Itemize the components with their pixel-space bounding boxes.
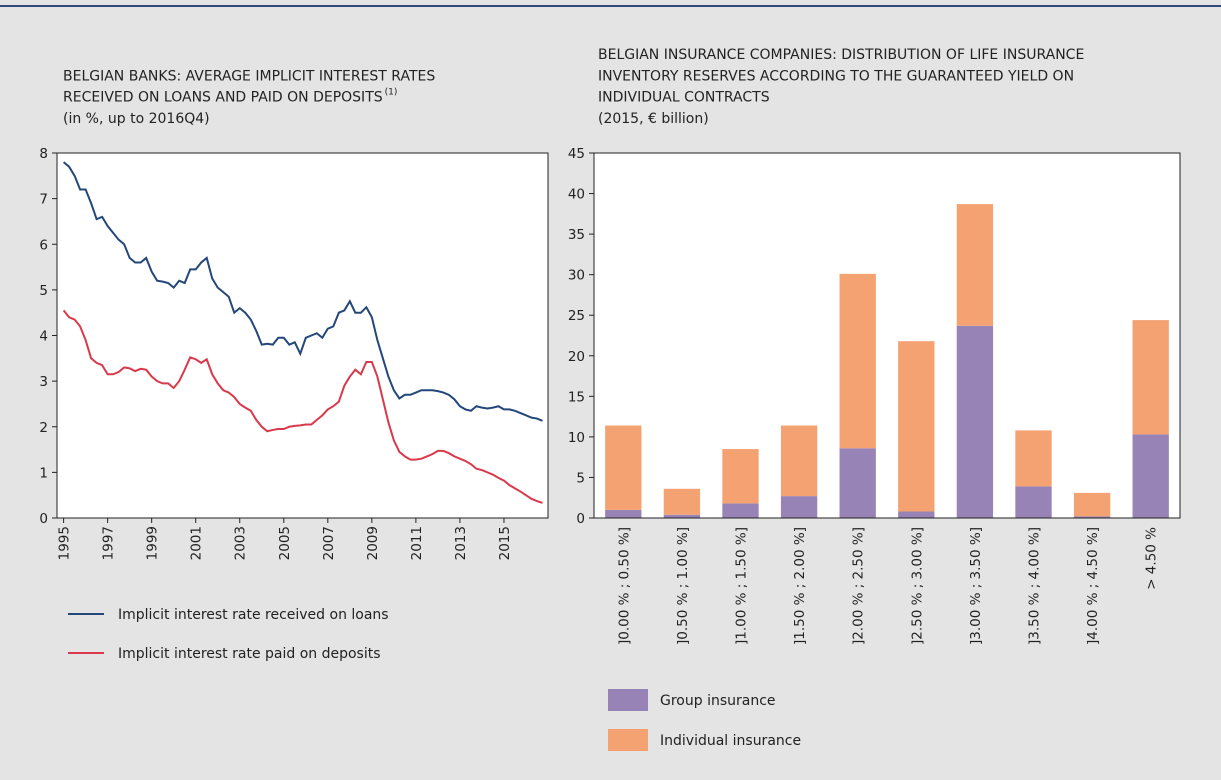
title-line: INVENTORY RESERVES ACCORDING TO THE GUAR…: [598, 68, 1074, 84]
bar-segment: [956, 325, 994, 518]
legend-swatch: [608, 689, 648, 711]
y-tick-label: 7: [39, 192, 48, 208]
legend-label: Individual insurance: [660, 733, 801, 749]
y-tick-label: 40: [568, 187, 585, 203]
y-tick-label: 10: [568, 430, 585, 446]
y-tick-label: 35: [568, 227, 585, 243]
bar-segment: [1015, 486, 1052, 518]
bar-segment: [1015, 430, 1052, 487]
bar-segment: [663, 514, 701, 518]
plot-frame: [56, 152, 549, 519]
chart-subtitle: (2015, € billion): [598, 111, 709, 127]
x-tick-label: 2007: [321, 526, 337, 560]
x-tick-label: ]1.50 % ; 2.00 %]: [792, 527, 808, 645]
y-tick-label: 0: [39, 511, 48, 527]
plot-area: [56, 152, 549, 519]
x-tick-label: ]0.00 % ; 0.50 %]: [616, 527, 632, 645]
bar-segment: [780, 425, 818, 497]
bar-segment: [956, 204, 994, 326]
series-line: [62, 309, 543, 504]
y-tick-label: 30: [568, 268, 585, 284]
bar-segment: [605, 509, 642, 518]
bar-segment: [1073, 516, 1111, 518]
x-tick-label: ]2.50 % ; 3.00 %]: [909, 527, 925, 645]
bar-segment: [839, 448, 876, 518]
x-tick-label: 2009: [365, 526, 381, 560]
y-tick-label: 45: [568, 146, 585, 162]
y-tick-label: 2: [39, 420, 48, 436]
x-tick-label: > 4.50 %: [1144, 527, 1160, 590]
bar-segment: [1132, 320, 1169, 435]
y-tick-label: 25: [568, 308, 585, 324]
legend-label: Implicit interest rate received on loans: [118, 607, 389, 623]
x-tick-label: 2011: [409, 526, 425, 560]
title-line: BELGIAN INSURANCE COMPANIES: DISTRIBUTIO…: [598, 47, 1084, 63]
y-tick-label: 3: [39, 374, 48, 390]
chart-subtitle: (in %, up to 2016Q4): [63, 111, 210, 127]
bar-segment: [1132, 434, 1169, 518]
y-tick-label: 0: [576, 511, 585, 527]
legend-label: Group insurance: [660, 693, 776, 709]
bar-segment: [722, 503, 759, 518]
title-line: RECEIVED ON LOANS AND PAID ON DEPOSITS: [63, 90, 383, 106]
y-tick-label: 8: [39, 146, 48, 162]
x-tick-label: 2005: [277, 526, 293, 560]
y-tick-label: 5: [39, 283, 48, 299]
title-note: (1): [385, 88, 398, 98]
chart-title: INDIVIDUAL CONTRACTS: [598, 90, 770, 106]
y-tick-label: 4: [39, 329, 48, 345]
y-tick-label: 6: [39, 237, 48, 253]
bar-segment: [1073, 492, 1111, 517]
x-tick-label: ]4.00 % ; 4.50 %]: [1085, 527, 1101, 645]
chart-title: BELGIAN BANKS: AVERAGE IMPLICIT INTEREST…: [63, 68, 435, 84]
bar-segment: [722, 449, 759, 504]
x-tick-label: 1997: [101, 526, 117, 560]
x-tick-label: 1999: [145, 526, 161, 560]
bar-segment: [780, 496, 818, 518]
x-tick-label: ]2.00 % ; 2.50 %]: [851, 527, 867, 645]
x-tick-label: ]3.50 % ; 4.00 %]: [1027, 527, 1043, 645]
bar-segment: [605, 425, 642, 510]
bar-segment: [839, 273, 876, 449]
x-tick-label: 2001: [189, 526, 205, 560]
bar-segment: [663, 488, 701, 515]
bar-segment: [898, 341, 935, 512]
x-tick-label: ]3.00 % ; 3.50 %]: [968, 527, 984, 645]
legend-label: Implicit interest rate paid on deposits: [118, 646, 381, 662]
plot-frame: [593, 152, 1181, 519]
chart-title: BELGIAN INSURANCE COMPANIES: DISTRIBUTIO…: [598, 47, 1084, 63]
legend-swatch: [608, 729, 648, 751]
x-tick-label: 2015: [497, 526, 513, 560]
x-tick-label: 2013: [453, 526, 469, 560]
title-line: BELGIAN BANKS: AVERAGE IMPLICIT INTEREST…: [63, 68, 435, 84]
y-tick-label: 5: [576, 470, 585, 486]
chart-title: INVENTORY RESERVES ACCORDING TO THE GUAR…: [598, 68, 1074, 84]
bar-segment: [898, 511, 935, 518]
chart-title: RECEIVED ON LOANS AND PAID ON DEPOSITS (1…: [63, 88, 397, 106]
x-tick-label: ]0.50 % ; 1.00 %]: [675, 527, 691, 645]
y-tick-label: 20: [568, 349, 585, 365]
x-tick-label: 1995: [57, 526, 73, 560]
title-line: INDIVIDUAL CONTRACTS: [598, 90, 770, 106]
y-tick-label: 1: [39, 465, 48, 481]
plot-area: [593, 152, 1181, 519]
x-tick-label: 2003: [233, 526, 249, 560]
y-tick-label: 15: [568, 389, 585, 405]
series-line: [62, 161, 543, 422]
x-tick-label: ]1.00 % ; 1.50 %]: [734, 527, 750, 645]
